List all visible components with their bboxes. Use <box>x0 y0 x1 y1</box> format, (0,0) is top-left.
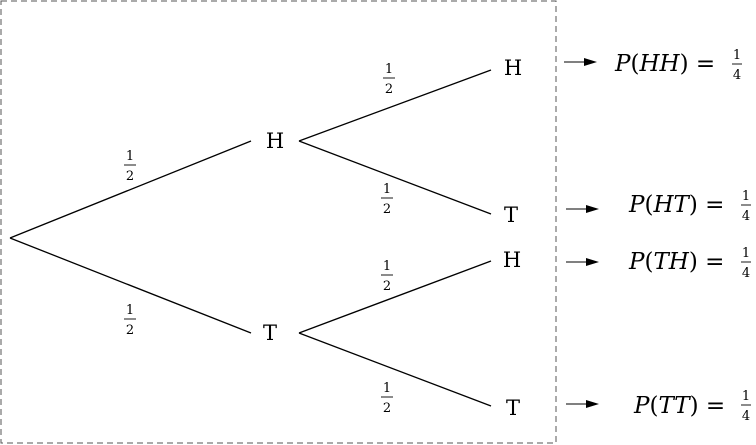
svg-text:P(HT) =: P(HT) = <box>628 192 724 218</box>
fraction-numerator: 1 <box>126 303 134 318</box>
fraction-h-to-t: 1 2 <box>381 182 393 217</box>
arrow-outcome-tt <box>566 400 599 408</box>
arrow-outcome-hh <box>564 58 597 66</box>
branch-t-to-h <box>298 260 492 334</box>
node-th: H <box>503 248 521 272</box>
arrow-head-icon <box>586 400 599 408</box>
fraction-denominator: 4 <box>742 266 750 281</box>
fraction-numerator: 1 <box>742 389 750 404</box>
node-tt: T <box>506 396 520 420</box>
branch-h-to-h <box>298 69 492 142</box>
fraction-numerator: 1 <box>383 182 391 197</box>
outcome-hh-probability: P(HH) = 1 4 <box>614 48 742 83</box>
fraction-root-heads: 1 2 <box>124 149 136 184</box>
outcome-th-probability: P(TH) = 1 4 <box>628 246 751 281</box>
node-first-heads: H <box>266 129 284 153</box>
fraction-numerator: 1 <box>742 189 750 204</box>
fraction-denominator: 4 <box>733 68 741 83</box>
outcome-event: TH <box>653 249 689 275</box>
branch-root-to-tails <box>9 237 252 334</box>
node-ht: T <box>504 203 518 227</box>
arrow-outcome-ht <box>566 205 599 213</box>
fraction-h-to-h: 1 2 <box>383 62 395 97</box>
outcome-event: HT <box>652 192 690 218</box>
node-hh: H <box>504 56 522 80</box>
fraction-denominator: 4 <box>742 409 750 424</box>
branch-h-to-t <box>298 140 492 215</box>
node-first-tails: T <box>263 321 277 345</box>
svg-text:P(TH) =: P(TH) = <box>628 249 724 275</box>
fraction-denominator: 2 <box>126 323 134 338</box>
outcome-ht-probability: P(HT) = 1 4 <box>628 189 751 224</box>
fraction-denominator: 4 <box>742 209 750 224</box>
arrow-head-icon <box>584 58 597 66</box>
dashed-frame <box>0 0 557 444</box>
svg-text:P(HH) =: P(HH) = <box>614 51 715 77</box>
fraction-root-tails: 1 2 <box>124 303 136 338</box>
fraction-t-to-t: 1 2 <box>381 381 393 416</box>
fraction-denominator: 2 <box>383 401 391 416</box>
fraction-numerator: 1 <box>383 259 391 274</box>
fraction-denominator: 2 <box>385 82 393 97</box>
branch-t-to-t <box>298 332 492 407</box>
fraction-numerator: 1 <box>383 381 391 396</box>
fraction-denominator: 2 <box>383 202 391 217</box>
fraction-t-to-h: 1 2 <box>381 259 393 294</box>
fraction-numerator: 1 <box>742 246 750 261</box>
arrow-outcome-th <box>566 258 599 266</box>
fraction-numerator: 1 <box>126 149 134 164</box>
branch-root-to-heads <box>9 140 252 239</box>
fraction-numerator: 1 <box>385 62 393 77</box>
fraction-denominator: 2 <box>383 279 391 294</box>
fraction-numerator: 1 <box>733 48 741 63</box>
outcome-event: HH <box>638 51 680 77</box>
outcome-tt-probability: P(TT) = 1 4 <box>633 389 751 424</box>
arrow-head-icon <box>586 258 599 266</box>
outcome-event: TT <box>658 393 691 419</box>
svg-text:P(TT) =: P(TT) = <box>633 393 725 419</box>
fraction-denominator: 2 <box>126 169 134 184</box>
arrow-head-icon <box>586 205 599 213</box>
